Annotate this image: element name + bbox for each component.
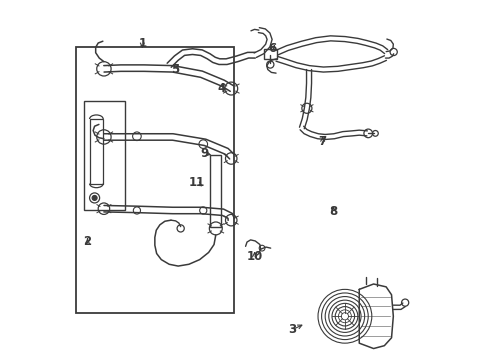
Text: 4: 4	[217, 82, 225, 95]
Bar	[76, 47, 233, 313]
Text: 9: 9	[200, 147, 208, 159]
Text: 11: 11	[189, 176, 205, 189]
Bar	[83, 101, 125, 211]
Text: 5: 5	[171, 63, 180, 76]
Text: 2: 2	[83, 235, 91, 248]
Text: 10: 10	[246, 250, 262, 263]
Text: 7: 7	[318, 135, 326, 148]
Bar	[210, 155, 221, 226]
Text: 6: 6	[268, 41, 276, 54]
Circle shape	[92, 195, 97, 201]
Text: 1: 1	[138, 37, 146, 50]
Bar	[264, 49, 276, 59]
Text: 3: 3	[287, 323, 295, 336]
Text: 8: 8	[328, 205, 337, 218]
Bar	[89, 119, 103, 184]
